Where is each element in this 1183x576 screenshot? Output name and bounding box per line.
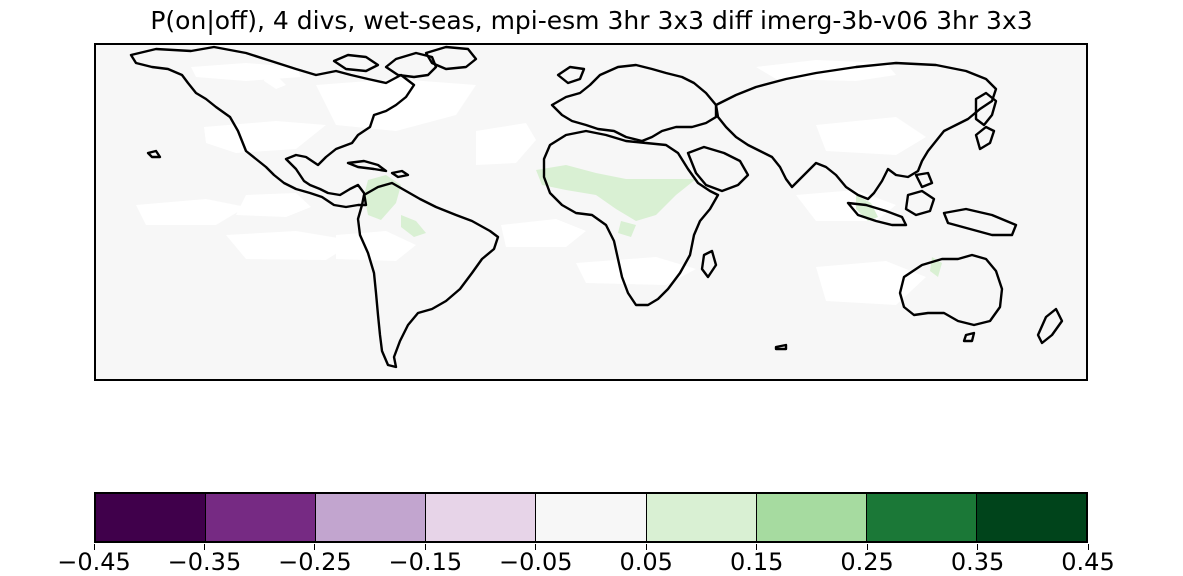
colorbar-tick-label: −0.25 bbox=[278, 548, 352, 576]
colorbar-tick-label: 0.25 bbox=[840, 548, 894, 576]
colorbar-tick-label: 0.15 bbox=[729, 548, 784, 576]
colorbar-tick-label: −0.05 bbox=[498, 548, 573, 576]
colorbar-swatch bbox=[426, 494, 537, 541]
colorbar-swatch bbox=[756, 494, 867, 541]
colorbar-tick bbox=[535, 544, 537, 550]
map-canvas bbox=[129, 45, 1064, 369]
coastlines bbox=[129, 45, 1064, 369]
colorbar-swatch bbox=[96, 494, 207, 541]
colorbar-swatch bbox=[646, 494, 757, 541]
positive-regions bbox=[364, 165, 942, 277]
colorbar-tick bbox=[314, 544, 316, 550]
colorbar-tick-label: −0.45 bbox=[57, 548, 131, 576]
colorbar-tick bbox=[1087, 544, 1089, 550]
no-data-regions bbox=[136, 60, 926, 305]
colorbar-tick bbox=[424, 544, 426, 550]
colorbar-tick-label: 0.45 bbox=[1061, 548, 1115, 576]
colorbar-tick bbox=[977, 544, 979, 550]
colorbar-swatch bbox=[536, 494, 647, 541]
colorbar-tick bbox=[203, 544, 205, 550]
colorbar bbox=[94, 492, 1088, 543]
colorbar-tick bbox=[866, 544, 868, 550]
colorbar-tick bbox=[756, 544, 758, 550]
colorbar-tick-label: −0.15 bbox=[388, 548, 463, 576]
world-map bbox=[94, 43, 1088, 381]
colorbar-tick bbox=[645, 544, 647, 550]
colorbar-tick bbox=[93, 544, 95, 550]
colorbar-swatch bbox=[976, 494, 1086, 541]
colorbar-tick-label: −0.35 bbox=[167, 548, 242, 576]
colorbar-swatch bbox=[316, 494, 427, 541]
colorbar-swatch bbox=[866, 494, 977, 541]
colorbar-tick-label: 0.35 bbox=[950, 548, 1005, 576]
colorbar-swatch bbox=[206, 494, 317, 541]
map-title: P(on|off), 4 divs, wet-seas, mpi-esm 3hr… bbox=[150, 6, 1033, 35]
colorbar-tick-label: 0.05 bbox=[619, 548, 673, 576]
